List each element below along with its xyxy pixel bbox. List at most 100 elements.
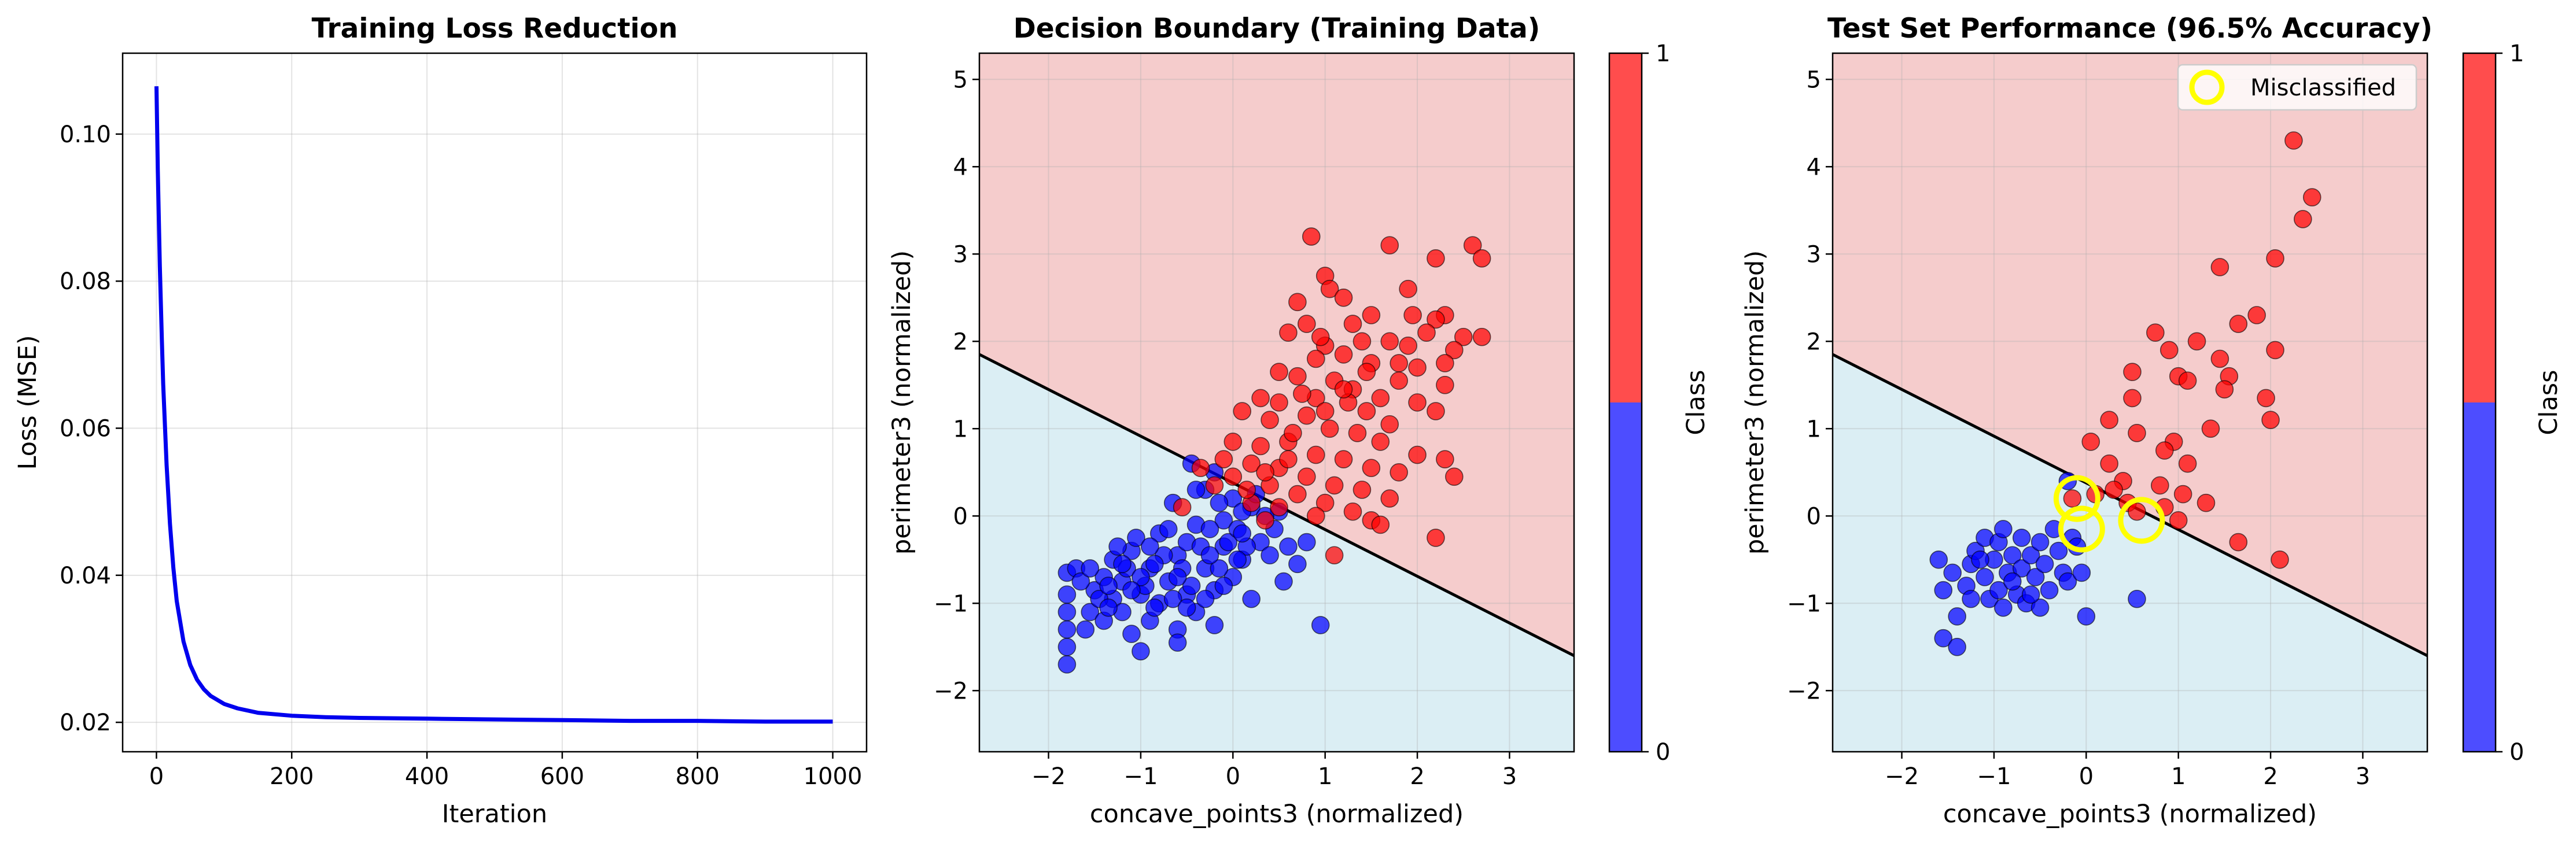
- y-tick-label: 5: [953, 67, 968, 93]
- test-performance-chart: −2 −1 0 1 2 3 −2 −1 0 1 2 3 4 5 Test Set Performance …: [1741, 13, 2563, 829]
- colorbar-label: Class: [2534, 370, 2563, 435]
- point-class-1: [2063, 489, 2082, 508]
- test-chart-ylabel: perimeter3 (normalized): [1741, 250, 1770, 555]
- point-class-0: [2049, 541, 2068, 560]
- point-class-1: [1334, 380, 1353, 399]
- y-tick-label: 0.04: [60, 563, 111, 589]
- point-class-1: [2123, 363, 2142, 381]
- point-class-0: [2026, 568, 2045, 586]
- y-tick-label: 1: [953, 416, 968, 442]
- point-class-1: [1343, 502, 1362, 521]
- y-tick-label: 2: [953, 328, 968, 355]
- y-tick-label: 0: [953, 503, 968, 530]
- legend-misclassified-marker: [2189, 69, 2225, 105]
- point-class-0: [1976, 568, 1994, 586]
- point-class-1: [1357, 363, 1376, 381]
- point-class-0: [1163, 589, 1182, 608]
- point-class-1: [1427, 402, 1445, 420]
- x-tick-label: −2: [1031, 763, 1066, 790]
- point-class-1: [2302, 188, 2321, 206]
- loss-chart-xlabel: Iteration: [442, 800, 547, 829]
- point-class-0: [1311, 616, 1330, 634]
- point-class-0: [1081, 559, 1100, 578]
- y-tick-label: −1: [1787, 590, 1821, 617]
- point-class-0: [2021, 546, 2040, 565]
- point-class-1: [1288, 293, 1307, 312]
- point-class-0: [1141, 537, 1159, 556]
- point-class-1: [1320, 419, 1339, 438]
- point-class-1: [1371, 389, 1390, 408]
- x-tick-label: −1: [1123, 763, 1158, 790]
- point-class-1: [1472, 249, 1491, 268]
- point-class-0: [1242, 589, 1261, 608]
- point-class-1: [1357, 402, 1376, 420]
- point-class-1: [2178, 371, 2197, 390]
- x-tick-label: 2: [2263, 763, 2278, 790]
- point-class-0: [1132, 568, 1150, 586]
- point-class-1: [2201, 419, 2220, 438]
- point-class-1: [2159, 341, 2179, 360]
- point-class-1: [1362, 459, 1381, 478]
- point-class-1: [1297, 406, 1316, 425]
- point-class-1: [1399, 337, 1417, 355]
- point-class-1: [1353, 481, 1372, 499]
- point-class-0: [1076, 620, 1095, 639]
- point-class-1: [1436, 450, 1454, 468]
- point-class-1: [1380, 236, 1399, 255]
- point-class-1: [1427, 249, 1445, 268]
- point-class-0: [1971, 550, 1989, 569]
- loss-chart-title: Training Loss Reduction: [312, 13, 678, 45]
- point-class-0: [2077, 607, 2096, 626]
- x-tick-label: 200: [270, 763, 314, 790]
- point-class-1: [1270, 393, 1288, 412]
- point-class-1: [1311, 327, 1330, 346]
- point-class-1: [2155, 441, 2174, 460]
- point-class-0: [2003, 546, 2022, 565]
- point-class-0: [1219, 533, 1238, 552]
- point-class-1: [1173, 498, 1192, 517]
- point-class-1: [1279, 323, 1298, 342]
- point-class-0: [1145, 599, 1164, 617]
- x-tick-label: 0: [149, 763, 164, 790]
- y-tick-label: 1: [1807, 416, 1821, 442]
- point-class-1: [2105, 481, 2123, 499]
- point-class-1: [2257, 389, 2275, 408]
- point-class-1: [2128, 424, 2146, 442]
- point-class-0: [1929, 550, 1948, 569]
- point-class-1: [1251, 389, 1270, 408]
- point-class-1: [1390, 371, 1408, 390]
- point-class-0: [1122, 625, 1141, 643]
- point-class-0: [1145, 555, 1164, 574]
- point-class-1: [1454, 327, 1473, 346]
- region-class-0: [1833, 354, 2427, 752]
- point-class-0: [1122, 581, 1141, 600]
- point-class-1: [1380, 332, 1399, 351]
- point-class-0: [2012, 559, 2031, 578]
- point-class-0: [1994, 520, 2013, 538]
- test-chart-xlabel: concave_points3 (normalized): [1943, 800, 2317, 829]
- y-tick-label: 0.06: [60, 416, 111, 442]
- point-class-0: [1113, 555, 1132, 574]
- point-class-1: [1270, 498, 1288, 517]
- point-class-1: [2229, 315, 2248, 333]
- point-class-0: [1099, 577, 1118, 595]
- train-chart-xlabel: concave_points3 (normalized): [1090, 800, 1464, 829]
- point-class-1: [1472, 327, 1491, 346]
- point-class-1: [2271, 550, 2289, 569]
- point-class-0: [1057, 655, 1077, 674]
- point-class-0: [1994, 599, 2013, 617]
- y-tick-label: 2: [1807, 328, 1821, 355]
- point-class-0: [1934, 629, 1953, 648]
- point-class-1: [2150, 476, 2169, 495]
- point-class-1: [2178, 454, 2197, 473]
- region-class-1: [1833, 53, 2427, 656]
- x-tick-label: 2: [1410, 763, 1424, 790]
- point-class-1: [1205, 476, 1224, 495]
- x-tick-label: 400: [405, 763, 449, 790]
- point-class-0: [2030, 599, 2050, 617]
- x-tick-label: 0: [2079, 763, 2094, 790]
- point-class-1: [1261, 411, 1279, 430]
- x-tick-label: −2: [1885, 763, 1919, 790]
- point-class-1: [1408, 358, 1427, 377]
